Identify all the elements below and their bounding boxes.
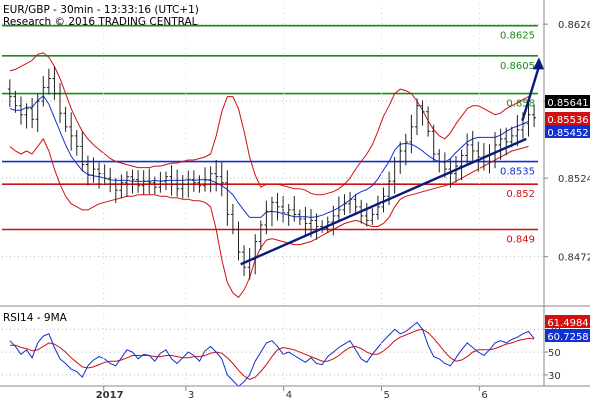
rsi-badge-label: 61.4984 <box>547 318 588 329</box>
time-tick-label: 4 <box>286 390 292 400</box>
rsi-line <box>9 321 535 387</box>
price-tick-label: 0.8524 <box>558 174 590 185</box>
time-tick-label: 3 <box>188 390 194 400</box>
chart-header-line2: Research © 2016 TRADING CENTRAL <box>3 16 198 28</box>
rsi-ma-line <box>9 328 535 380</box>
price-badge-label: 0.85641 <box>547 98 588 109</box>
level-label: 0.8535 <box>500 167 535 178</box>
price-badge <box>545 125 590 138</box>
level-label: 0.849 <box>506 235 535 246</box>
price-tick-label: 0.8472 <box>558 253 590 264</box>
level-label: 0.858 <box>506 99 535 110</box>
rsi-tick-label: 30 <box>548 371 561 382</box>
time-tick-label: 6 <box>481 390 487 400</box>
price-tick-label: 0.8626 <box>558 20 590 31</box>
chart-header-line1: EUR/GBP - 30min - 13:33:16 (UTC+1) <box>3 4 199 16</box>
time-tick-label: 2017 <box>96 390 124 400</box>
level-label: 0.8625 <box>500 31 535 42</box>
rsi-badge <box>545 315 590 328</box>
price-badge-label: 0.85452 <box>547 128 588 139</box>
rsi-panel-label: RSI14 - 9MA <box>3 312 68 324</box>
trend-line <box>240 137 527 266</box>
target-arrow-head <box>532 57 544 70</box>
rsi-badge <box>545 329 590 342</box>
price-badge <box>545 112 590 125</box>
rsi-badge-label: 60.7258 <box>547 332 588 343</box>
rsi-tick-label: 50 <box>548 348 561 359</box>
time-tick-label: 5 <box>384 390 390 400</box>
level-label: 0.852 <box>506 189 535 200</box>
lower-bollinger-band <box>9 137 529 299</box>
price-badge <box>545 95 590 108</box>
target-arrow-shaft <box>521 66 541 122</box>
level-label: 0.8605 <box>500 61 535 72</box>
price-badge-label: 0.85536 <box>547 115 588 126</box>
upper-bollinger-band <box>9 52 529 196</box>
moving-average-line <box>9 95 529 218</box>
